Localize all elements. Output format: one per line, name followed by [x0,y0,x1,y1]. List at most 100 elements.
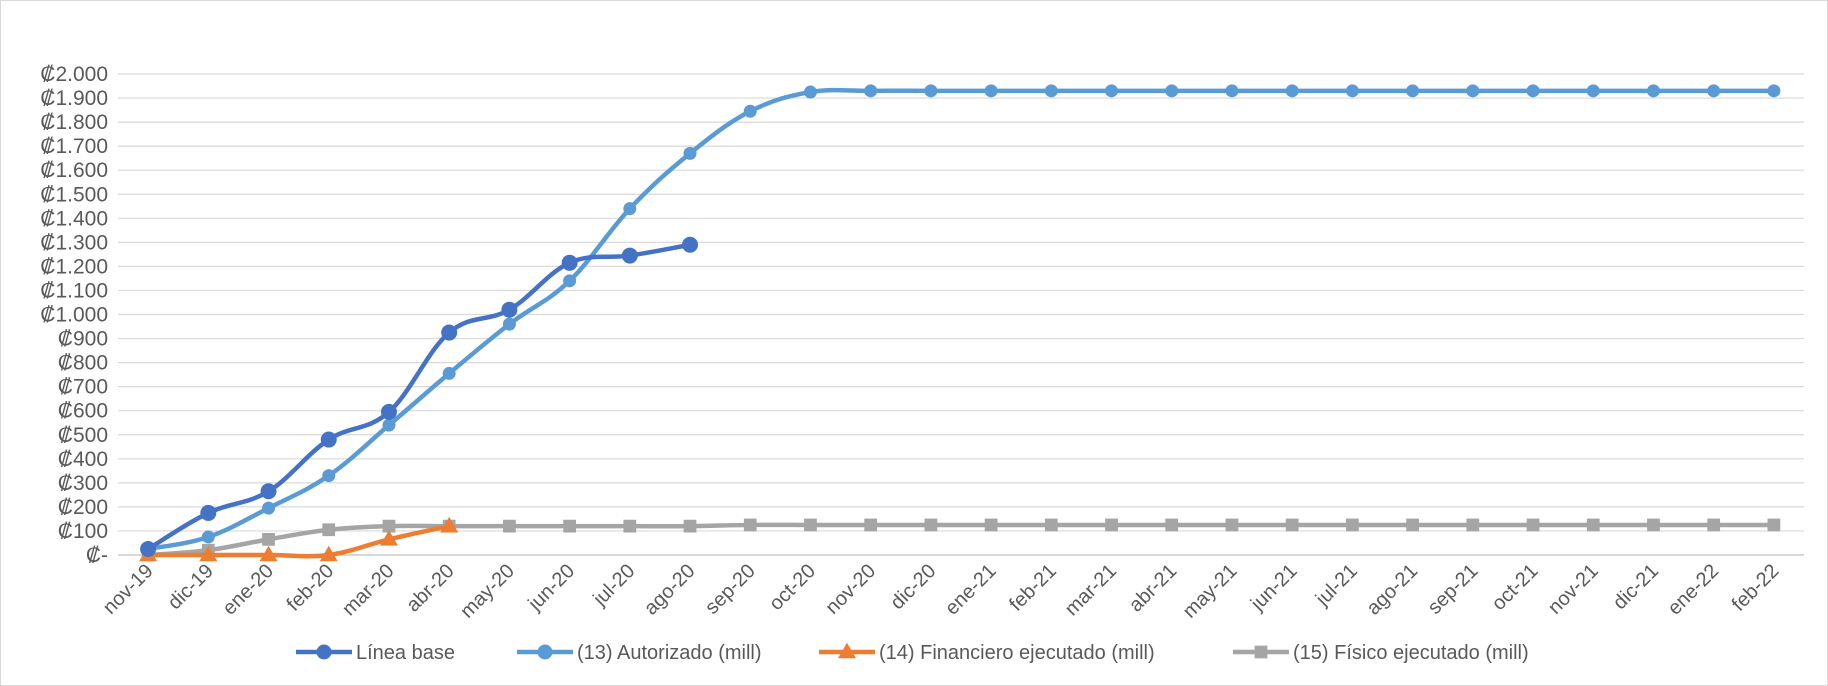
series-line [145,242,693,552]
y-tick-label: ₡1.300 [40,231,108,254]
data-point [1044,84,1058,98]
y-tick-label: ₡1.000 [40,304,108,327]
data-point [621,247,638,264]
x-tick-label: mar-21 [1061,560,1121,620]
data-point [502,317,516,331]
data-point [441,324,458,341]
data-point [804,518,817,532]
series-line [145,522,1777,558]
x-tick-label: ene-22 [1664,560,1724,620]
data-point [1285,84,1299,98]
x-tick-label: ene-20 [218,560,278,620]
x-tick-label: mar-20 [338,560,398,620]
data-point [1647,518,1660,532]
data-point [1285,518,1299,532]
data-point [563,519,576,533]
data-point [1225,518,1239,532]
legend-label: Línea base [356,642,455,664]
legend-item: (14) Financiero ejecutado (mill) [819,642,1155,664]
series-2 [139,516,459,562]
x-tick-label: may-21 [1179,560,1242,623]
x-tick-label: jul-21 [1311,560,1362,611]
data-point [440,516,459,533]
y-tick-label: ₡- [86,544,108,567]
data-point [864,84,878,98]
x-tick-label: feb-22 [1728,560,1784,616]
data-point [1707,518,1721,532]
x-tick-label: may-20 [456,560,519,623]
data-point [382,519,396,533]
series-line [145,523,452,559]
series-line [145,87,1777,552]
data-point [1526,518,1540,532]
legend-label: (14) Financiero ejecutado (mill) [879,642,1155,664]
series-1 [141,84,1781,556]
data-point [984,84,998,98]
data-point [1346,518,1359,532]
y-axis-ticks: ₡-₡100₡200₡300₡400₡500₡600₡700₡800₡900₡1… [40,63,108,567]
x-tick-label: sep-21 [1424,560,1483,619]
data-point [563,274,577,288]
x-tick-label: ene-21 [941,560,1001,620]
data-point [1646,84,1660,98]
data-point [199,545,218,562]
x-tick-label: jun-21 [1246,560,1302,616]
y-tick-label: ₡600 [58,400,108,423]
data-point [1165,84,1179,98]
x-tick-label: ago-21 [1363,560,1423,620]
data-point [1526,84,1540,98]
data-point [382,418,396,432]
legend-marker [1254,645,1268,659]
gridlines [118,73,1804,556]
data-point [743,518,757,532]
data-point [260,483,277,500]
data-point [561,254,578,271]
data-point [322,523,336,537]
x-tick-label: dic-20 [886,560,940,614]
data-point [1044,518,1058,532]
data-point [380,403,397,420]
legend-label: (13) Autorizado (mill) [577,642,762,664]
data-point [1466,518,1480,532]
x-tick-label: abr-21 [1125,560,1181,616]
data-point [683,519,697,533]
x-tick-label: dic-21 [1609,560,1663,614]
data-point [1707,84,1721,98]
x-tick-label: nov-21 [1544,560,1603,619]
y-tick-label: ₡1.200 [40,255,108,278]
y-tick-label: ₡1.400 [40,207,108,230]
data-point [1586,518,1600,532]
x-tick-label: sep-20 [701,560,760,619]
y-tick-label: ₡200 [58,496,108,519]
data-point [1225,84,1239,98]
y-tick-label: ₡1.500 [40,183,108,206]
data-point [984,518,998,532]
data-point [1586,84,1600,98]
data-point [262,501,276,515]
y-tick-label: ₡900 [58,328,108,351]
data-point [1345,84,1359,98]
y-tick-label: ₡1.700 [40,135,108,158]
legend: Línea base (13) Autorizado (mill) (14) Fin… [296,642,1529,664]
data-point [683,146,697,160]
data-point [1165,518,1179,532]
legend-marker [838,642,856,659]
data-point [682,236,699,253]
data-point [503,519,516,533]
data-point [924,518,938,532]
data-point [501,301,518,318]
data-point [803,85,817,99]
data-point [1406,518,1419,532]
data-point [200,504,217,521]
data-point [1767,84,1781,98]
data-point [262,532,275,546]
data-point [623,519,637,533]
x-tick-label: ago-20 [640,560,700,620]
x-tick-label: oct-21 [1488,560,1543,615]
y-tick-label: ₡100 [58,520,108,543]
y-tick-label: ₡1.600 [40,159,108,182]
data-point [1406,84,1420,98]
y-tick-label: ₡300 [58,472,108,495]
